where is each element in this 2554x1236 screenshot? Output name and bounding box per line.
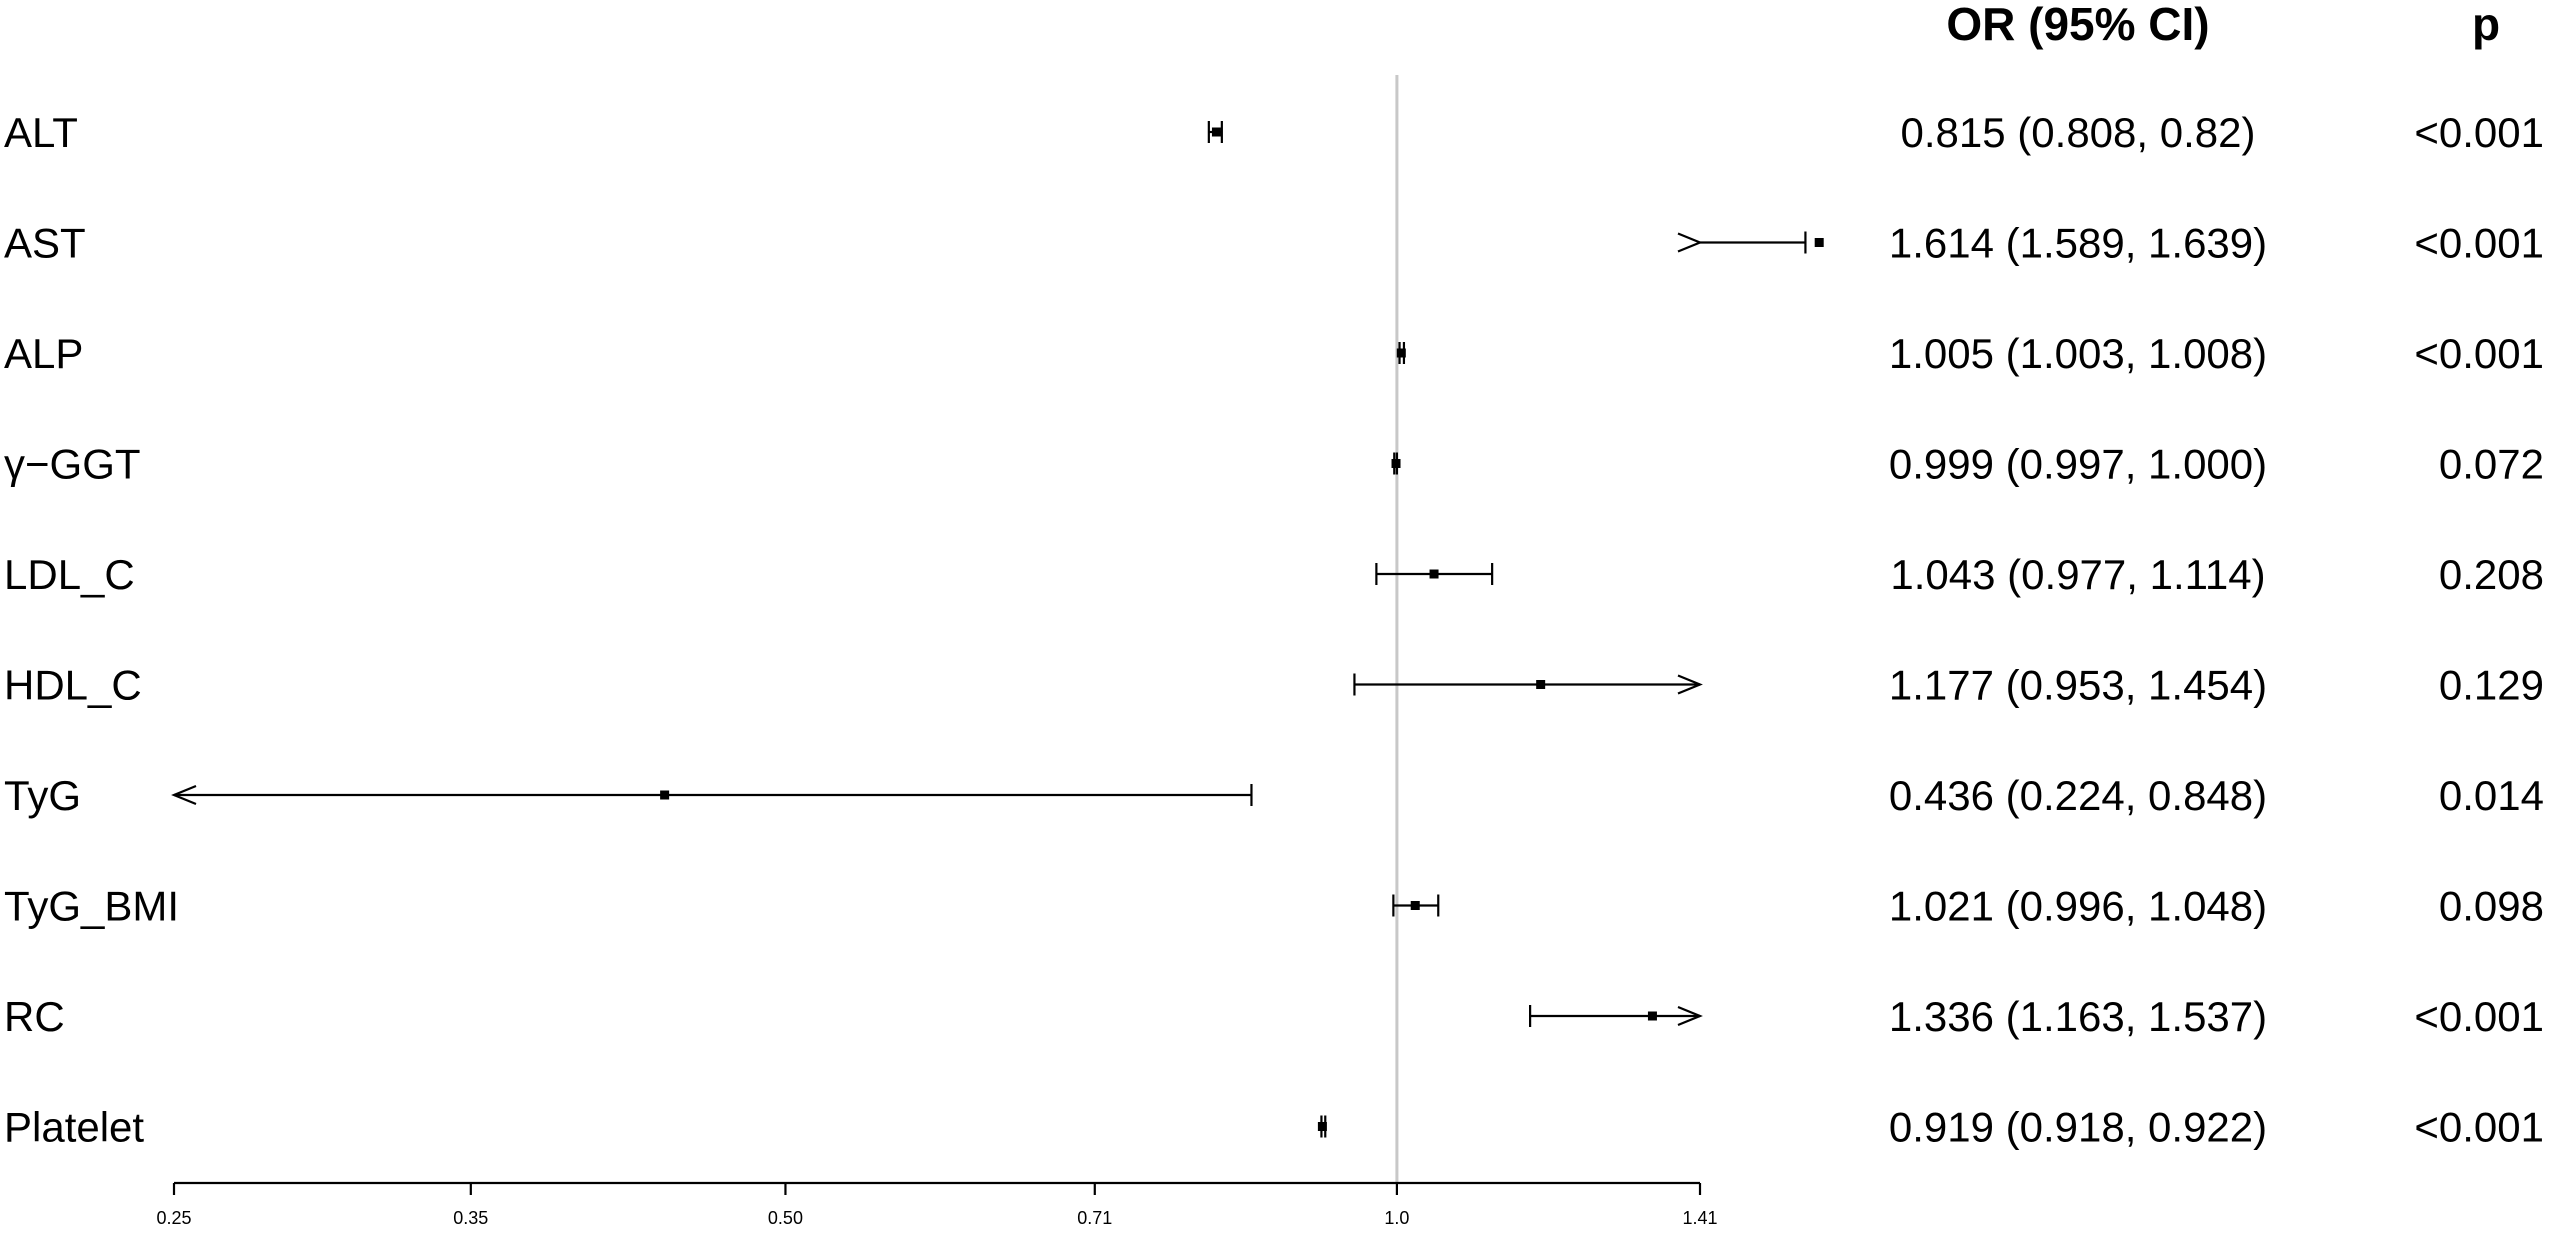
or-ci-value: 1.336 (1.163, 1.537) <box>1889 993 2267 1040</box>
point-estimate <box>1396 348 1406 358</box>
or-ci-value: 0.999 (0.997, 1.000) <box>1889 441 2267 488</box>
p-value: <0.001 <box>2414 330 2544 377</box>
ci-arrow-right <box>1677 232 1703 253</box>
or-ci-value: 0.436 (0.224, 0.848) <box>1889 772 2267 819</box>
forest-row: Platelet 0.919 (0.918, 0.922) <0.001 <box>4 1104 2544 1151</box>
or-ci-value: 1.177 (0.953, 1.454) <box>1889 662 2267 709</box>
x-tick-label: 0.35 <box>453 1208 488 1228</box>
p-value: <0.001 <box>2414 109 2544 156</box>
variable-label: ALT <box>4 109 78 156</box>
variable-label: TyG <box>4 772 81 819</box>
variable-label: AST <box>4 220 86 267</box>
variable-label: Platelet <box>4 1104 144 1151</box>
variable-label: RC <box>4 993 65 1040</box>
or-column-header: OR (95% CI) <box>1946 0 2209 50</box>
forest-row: HDL_C 1.177 (0.953, 1.454) 0.129 <box>4 662 2544 709</box>
x-tick-label: 1.0 <box>1384 1208 1409 1228</box>
p-value: <0.001 <box>2414 1104 2544 1151</box>
variable-label: LDL_C <box>4 551 135 598</box>
or-ci-value: 1.021 (0.996, 1.048) <box>1889 883 2267 930</box>
point-estimate <box>1391 459 1401 468</box>
forest-row: AST 1.614 (1.589, 1.639) <0.001 <box>4 220 2544 267</box>
forest-row: TyG 0.436 (0.224, 0.848) 0.014 <box>4 772 2544 819</box>
rows-group: ALT 0.815 (0.808, 0.82) <0.001 AST 1.614 (1.… <box>4 109 2544 1151</box>
or-ci-value: 0.815 (0.808, 0.82) <box>1901 109 2256 156</box>
forest-row: RC 1.336 (1.163, 1.537) <0.001 <box>4 993 2544 1040</box>
p-column-header: p <box>2472 0 2500 50</box>
forest-row: γ−GGT 0.999 (0.997, 1.000) 0.072 <box>4 441 2544 488</box>
point-estimate <box>1814 238 1824 247</box>
forest-row: LDL_C 1.043 (0.977, 1.114) 0.208 <box>4 551 2544 598</box>
forest-row: TyG_BMI 1.021 (0.996, 1.048) 0.098 <box>4 883 2544 930</box>
variable-label: TyG_BMI <box>4 883 179 930</box>
ci-arrow-right <box>1677 1005 1703 1027</box>
p-value: 0.072 <box>2439 441 2544 488</box>
x-tick-label: 0.71 <box>1077 1208 1112 1228</box>
or-ci-value: 0.919 (0.918, 0.922) <box>1889 1104 2267 1151</box>
point-estimate <box>1536 680 1546 689</box>
variable-label: γ−GGT <box>4 441 141 488</box>
ci-arrow-left <box>171 784 197 806</box>
point-estimate <box>1429 569 1439 579</box>
p-value: 0.098 <box>2439 883 2544 930</box>
p-value: 0.014 <box>2439 772 2544 819</box>
or-ci-value: 1.614 (1.589, 1.639) <box>1889 220 2267 267</box>
p-value: 0.129 <box>2439 662 2544 709</box>
ci-arrow-right <box>1677 674 1703 695</box>
p-value: 0.208 <box>2439 551 2544 598</box>
p-value: <0.001 <box>2414 993 2544 1040</box>
forest-row: ALP 1.005 (1.003, 1.008) <0.001 <box>4 330 2544 377</box>
point-estimate <box>1211 127 1221 137</box>
forest-row: ALT 0.815 (0.808, 0.82) <0.001 <box>4 109 2544 156</box>
x-tick-label: 0.25 <box>156 1208 191 1228</box>
x-axis: 0.25 0.35 0.50 0.71 1.0 1.41 <box>156 1181 1718 1228</box>
point-estimate <box>1410 901 1420 910</box>
variable-label: HDL_C <box>4 662 142 709</box>
point-estimate <box>1647 1011 1657 1021</box>
point-estimate <box>660 790 670 800</box>
point-estimate <box>1317 1122 1327 1131</box>
p-value: <0.001 <box>2414 220 2544 267</box>
x-tick-label: 1.41 <box>1682 1208 1717 1228</box>
variable-label: ALP <box>4 330 83 377</box>
or-ci-value: 1.043 (0.977, 1.114) <box>1890 551 2265 598</box>
x-tick-label: 0.50 <box>768 1208 803 1228</box>
or-ci-value: 1.005 (1.003, 1.008) <box>1889 330 2267 377</box>
